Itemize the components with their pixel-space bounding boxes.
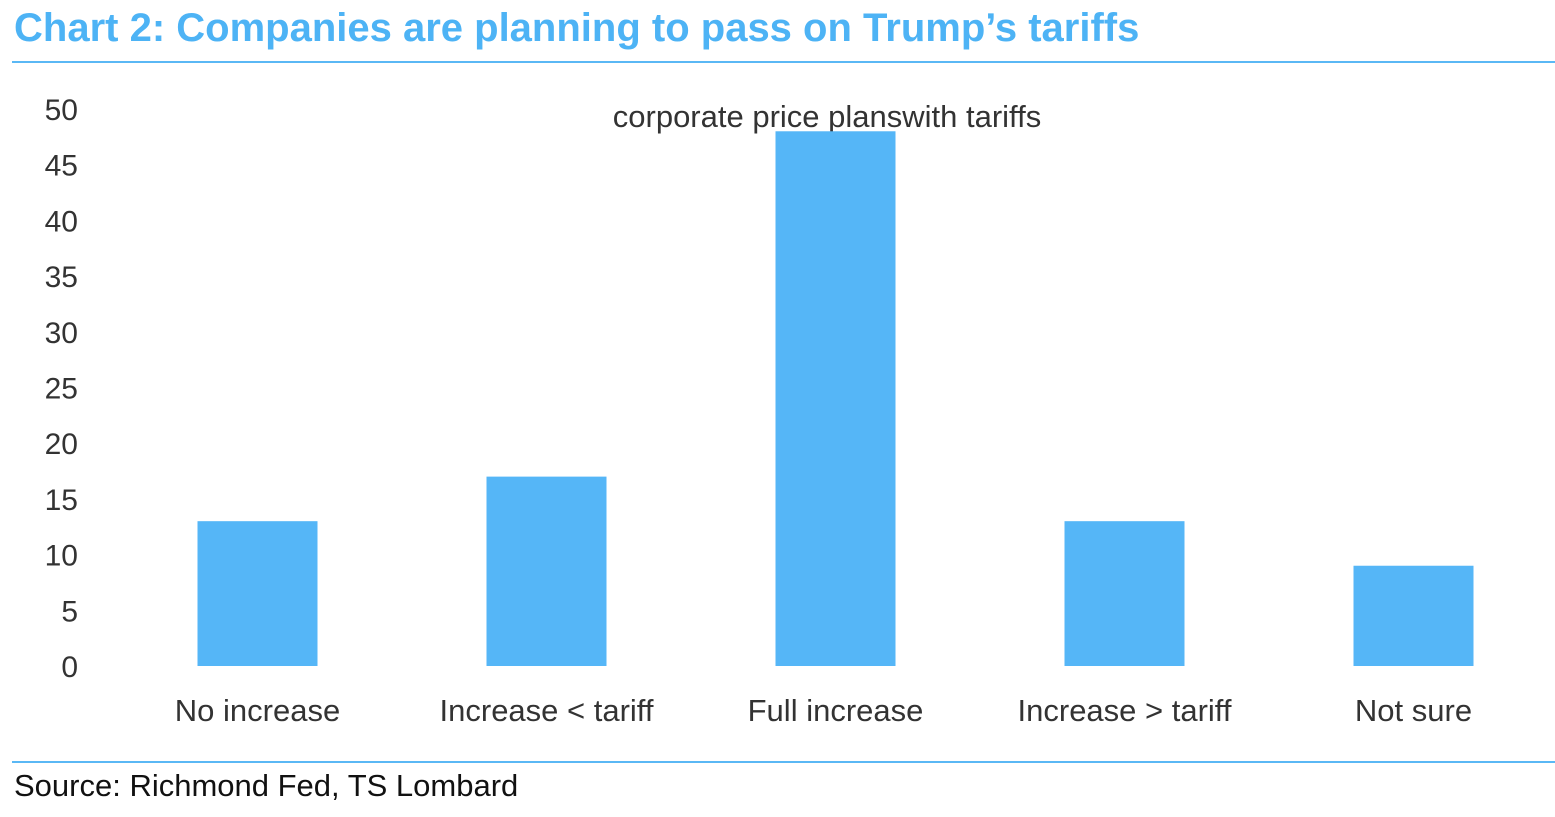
chart-title: corporate price planswith tariffs: [613, 99, 1041, 134]
x-tick-label: Not sure: [1355, 693, 1472, 728]
bar: [775, 131, 896, 666]
y-tick-label: 10: [45, 540, 78, 573]
y-tick-label: 35: [45, 261, 78, 294]
figure-title: Chart 2: Companies are planning to pass …: [14, 6, 1140, 50]
bars: [197, 131, 1474, 666]
y-tick-label: 45: [45, 150, 78, 183]
bar: [1064, 521, 1185, 666]
y-tick-label: 50: [45, 94, 78, 127]
y-tick-label: 30: [45, 317, 78, 350]
bar: [486, 476, 607, 666]
y-tick-label: 20: [45, 428, 78, 461]
x-tick-label: Increase > tariff: [1018, 693, 1232, 728]
bottom-rule: [12, 761, 1555, 763]
top-rule: [12, 61, 1555, 63]
x-tick-label: Increase < tariff: [440, 693, 654, 728]
source-note: Source: Richmond Fed, TS Lombard: [14, 768, 519, 803]
bar: [197, 521, 318, 666]
y-tick-label: 40: [45, 205, 78, 238]
x-tick-label: Full increase: [748, 693, 924, 728]
y-axis: 0 5 10 15 20 25 30 35 40 45 50: [45, 94, 78, 684]
y-tick-label: 15: [45, 484, 78, 517]
x-axis: No increase Increase < tariff Full increas…: [175, 693, 1472, 728]
y-tick-label: 0: [61, 651, 78, 684]
bar: [1353, 565, 1474, 666]
x-tick-label: No increase: [175, 693, 340, 728]
y-tick-label: 5: [61, 595, 78, 628]
y-tick-label: 25: [45, 373, 78, 406]
